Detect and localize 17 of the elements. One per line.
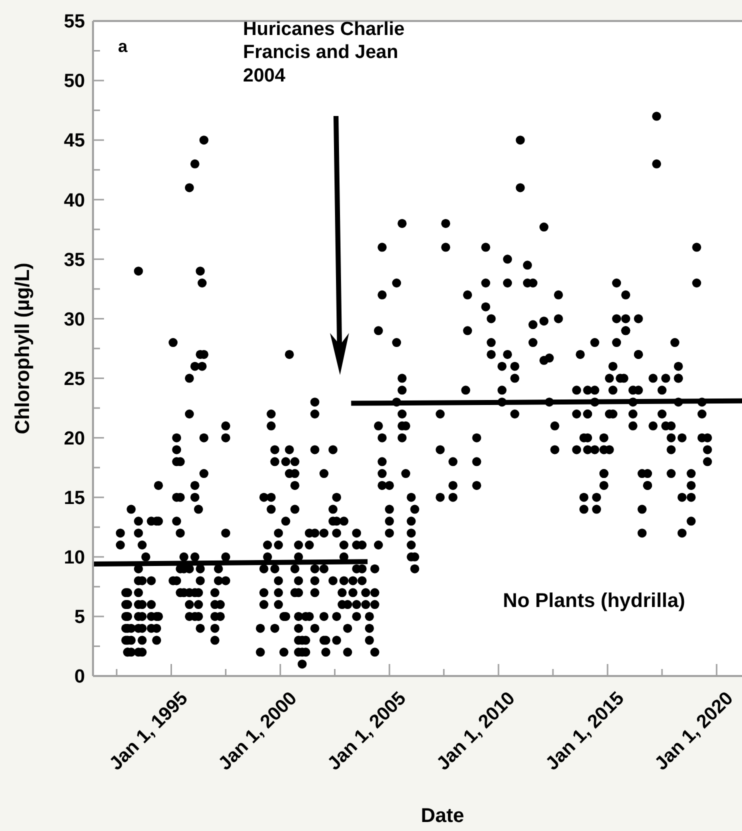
y-tick-label: 45 [64, 130, 86, 152]
y-tick-label: 25 [64, 368, 86, 390]
y-tick-label: 10 [64, 548, 85, 569]
annotation: a [118, 37, 128, 56]
y-tick-label: 30 [64, 309, 85, 330]
y-tick-label: 5 [74, 607, 86, 628]
y-axis-title: Chlorophyll (µg/L) [12, 262, 34, 434]
x-axis-title: Date [420, 805, 464, 827]
y-tick-label: 0 [74, 666, 85, 688]
y-tick-label: 50 [64, 71, 85, 92]
y-tick-label: 15 [64, 488, 86, 510]
y-tick-label: 20 [64, 428, 85, 450]
annotation: No Plants (hydrilla) [502, 590, 686, 612]
y-tick-label: 55 [64, 12, 86, 33]
annotation: Huricanes Charlie Francis and Jean 2004 [243, 19, 405, 86]
y-tick-label: 35 [64, 250, 86, 271]
y-tick-label: 40 [64, 190, 85, 212]
